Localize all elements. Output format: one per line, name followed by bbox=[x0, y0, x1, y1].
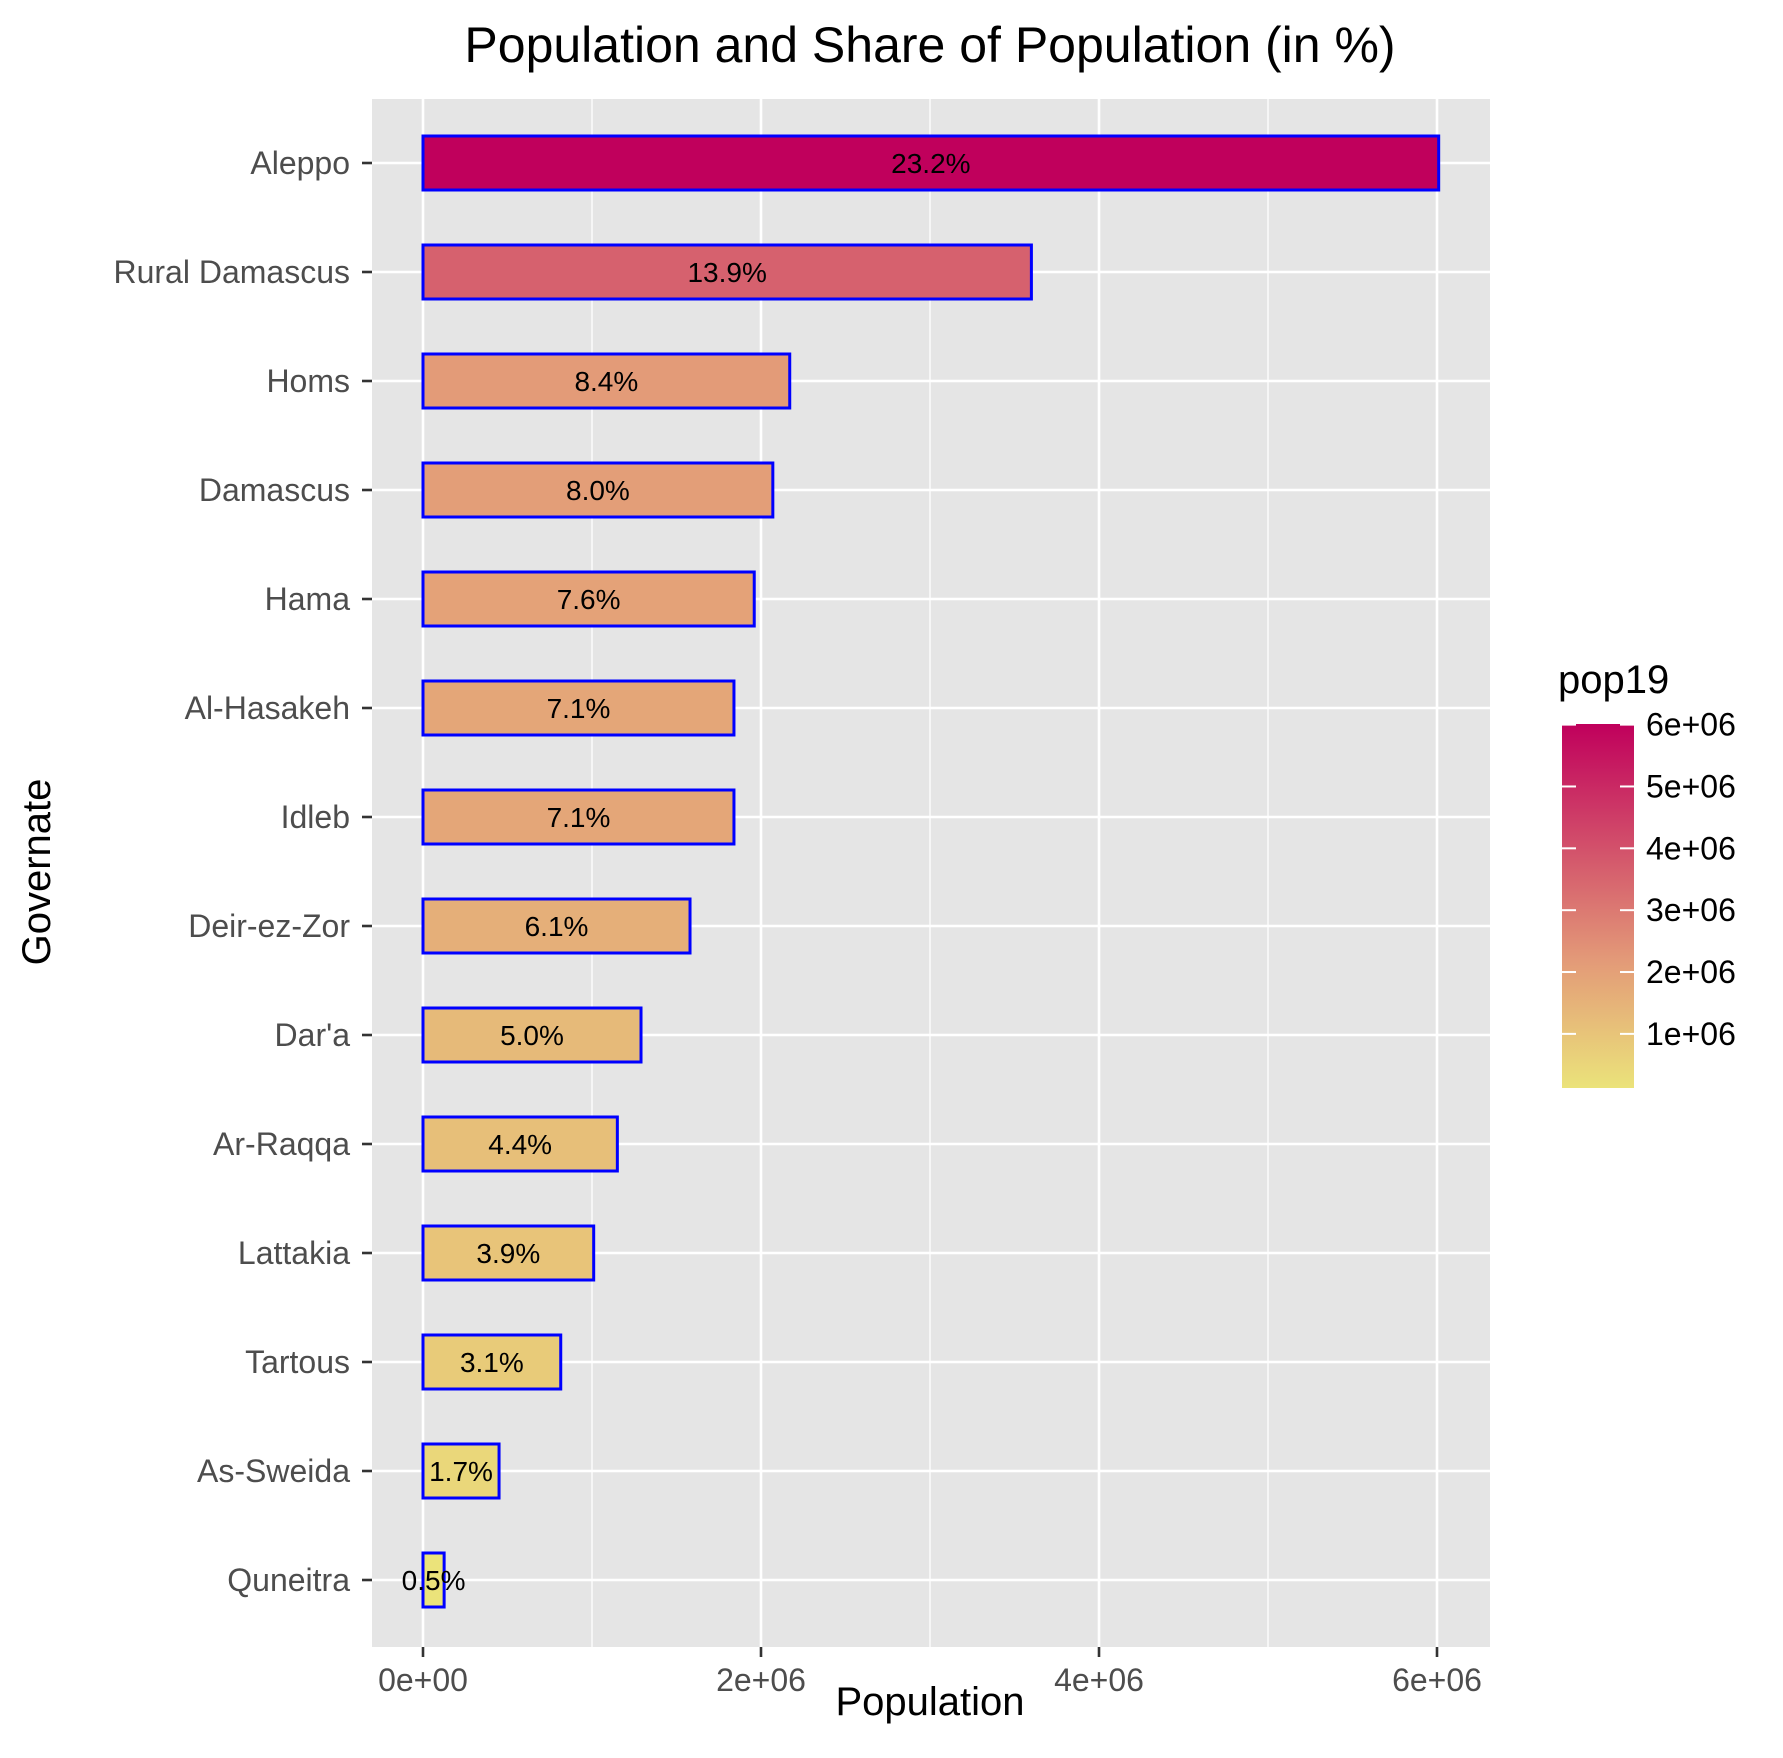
y-tick-label: Quneitra bbox=[227, 1562, 350, 1598]
bar bbox=[421, 1115, 619, 1173]
legend: pop19 6e+06 5e+06 4e+06 3e+06 2e+06 1e+06 bbox=[1558, 658, 1736, 1088]
bar bbox=[421, 461, 775, 519]
bar bbox=[421, 134, 1441, 192]
legend-tick-label: 5e+06 bbox=[1646, 768, 1736, 804]
legend-tick-label: 4e+06 bbox=[1646, 830, 1736, 866]
y-tick-label: Idleb bbox=[281, 799, 350, 835]
legend-title: pop19 bbox=[1558, 658, 1669, 702]
bar bbox=[421, 352, 792, 410]
bar bbox=[421, 1006, 643, 1064]
bar bbox=[421, 570, 756, 628]
y-tick-label: Dar'a bbox=[275, 1017, 351, 1053]
legend-tick-label: 1e+06 bbox=[1646, 1016, 1736, 1052]
bars: 23.2% 13.9% 8.4% 8.0% 7.6% 7.1% 7.1% 6.1% 5.0% 4.… bbox=[402, 134, 1441, 1609]
y-tick-label: Al-Hasakeh bbox=[185, 690, 350, 726]
bar bbox=[421, 1551, 446, 1609]
bar bbox=[421, 897, 692, 955]
bar-label: 7.6% bbox=[557, 584, 621, 615]
y-tick-label: Aleppo bbox=[250, 145, 350, 181]
bar bbox=[421, 1333, 563, 1391]
x-tick-label: 4e+06 bbox=[1054, 1662, 1144, 1698]
y-tick-label: Homs bbox=[266, 363, 350, 399]
bar-label: 3.1% bbox=[460, 1347, 524, 1378]
legend-colorbar bbox=[1562, 724, 1634, 1088]
bar-label: 4.4% bbox=[488, 1129, 552, 1160]
legend-tick-label: 2e+06 bbox=[1646, 954, 1736, 990]
bar-label: 8.0% bbox=[566, 475, 630, 506]
y-tick-label: Tartous bbox=[245, 1344, 350, 1380]
bar-label: 1.7% bbox=[429, 1456, 493, 1487]
y-tick-label: Rural Damascus bbox=[113, 254, 350, 290]
panel-background bbox=[372, 99, 1490, 1647]
y-axis: Aleppo Rural Damascus Homs Damascus Hama Al-H… bbox=[113, 145, 372, 1598]
y-tick-label: Lattakia bbox=[238, 1235, 350, 1271]
bar-label: 7.1% bbox=[547, 802, 611, 833]
chart-title: Population and Share of Population (in %… bbox=[464, 17, 1395, 73]
y-tick-label: As-Sweida bbox=[197, 1453, 350, 1489]
bar-label: 6.1% bbox=[525, 911, 589, 942]
bar-label: 13.9% bbox=[687, 257, 766, 288]
bar-label: 23.2% bbox=[891, 148, 970, 179]
bar-label: 0.5% bbox=[402, 1565, 466, 1596]
x-tick-label: 6e+06 bbox=[1392, 1662, 1482, 1698]
bar-label: 8.4% bbox=[574, 366, 638, 397]
y-tick-label: Ar-Raqqa bbox=[213, 1126, 350, 1162]
bar-label: 5.0% bbox=[500, 1020, 564, 1051]
legend-tick-label: 3e+06 bbox=[1646, 892, 1736, 928]
y-tick-label: Deir-ez-Zor bbox=[188, 908, 350, 944]
bar bbox=[421, 788, 736, 846]
bar-label: 3.9% bbox=[476, 1238, 540, 1269]
y-tick-label: Damascus bbox=[199, 472, 350, 508]
plot-panel bbox=[372, 99, 1490, 1647]
y-tick-label: Hama bbox=[265, 581, 351, 617]
legend-tick-label: 6e+06 bbox=[1646, 707, 1736, 743]
bar-label: 7.1% bbox=[547, 693, 611, 724]
bar bbox=[421, 1224, 596, 1282]
bar bbox=[421, 243, 1033, 301]
x-tick-label: 2e+06 bbox=[716, 1662, 806, 1698]
x-axis: 0e+00 2e+06 4e+06 6e+06 bbox=[378, 1647, 1482, 1698]
bar bbox=[421, 679, 736, 737]
y-axis-title: Governate bbox=[15, 779, 59, 966]
x-tick-label: 0e+00 bbox=[378, 1662, 468, 1698]
x-axis-title: Population bbox=[835, 1680, 1024, 1724]
bar bbox=[421, 1442, 501, 1500]
